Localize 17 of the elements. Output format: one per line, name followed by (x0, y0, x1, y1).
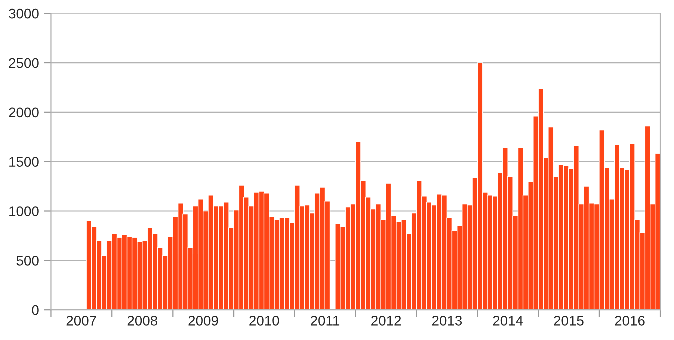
y-tick-label: 1000 (10, 206, 39, 216)
x-tick-label: 2012 (372, 316, 402, 326)
x-tick-label: 2015 (554, 316, 584, 326)
y-tick-label: 2000 (9, 108, 39, 118)
x-tick-label: 2008 (128, 316, 158, 326)
x-tick-label: 2014 (493, 316, 524, 326)
x-tick-label: 2016 (615, 316, 645, 326)
x-tick-label: 2007 (66, 316, 96, 326)
y-tick-label: 500 (16, 256, 39, 266)
x-tick-label: 2013 (432, 316, 462, 326)
y-tick-label: 3000 (9, 8, 39, 19)
y-tick-label: 1500 (10, 157, 39, 168)
y-tick-label: 0 (32, 305, 39, 316)
y-tick-label: 2500 (9, 58, 39, 68)
x-tick-label: 2010 (250, 316, 280, 326)
x-tick-label: 2011 (311, 316, 340, 326)
x-tick-label: 2009 (188, 316, 218, 326)
